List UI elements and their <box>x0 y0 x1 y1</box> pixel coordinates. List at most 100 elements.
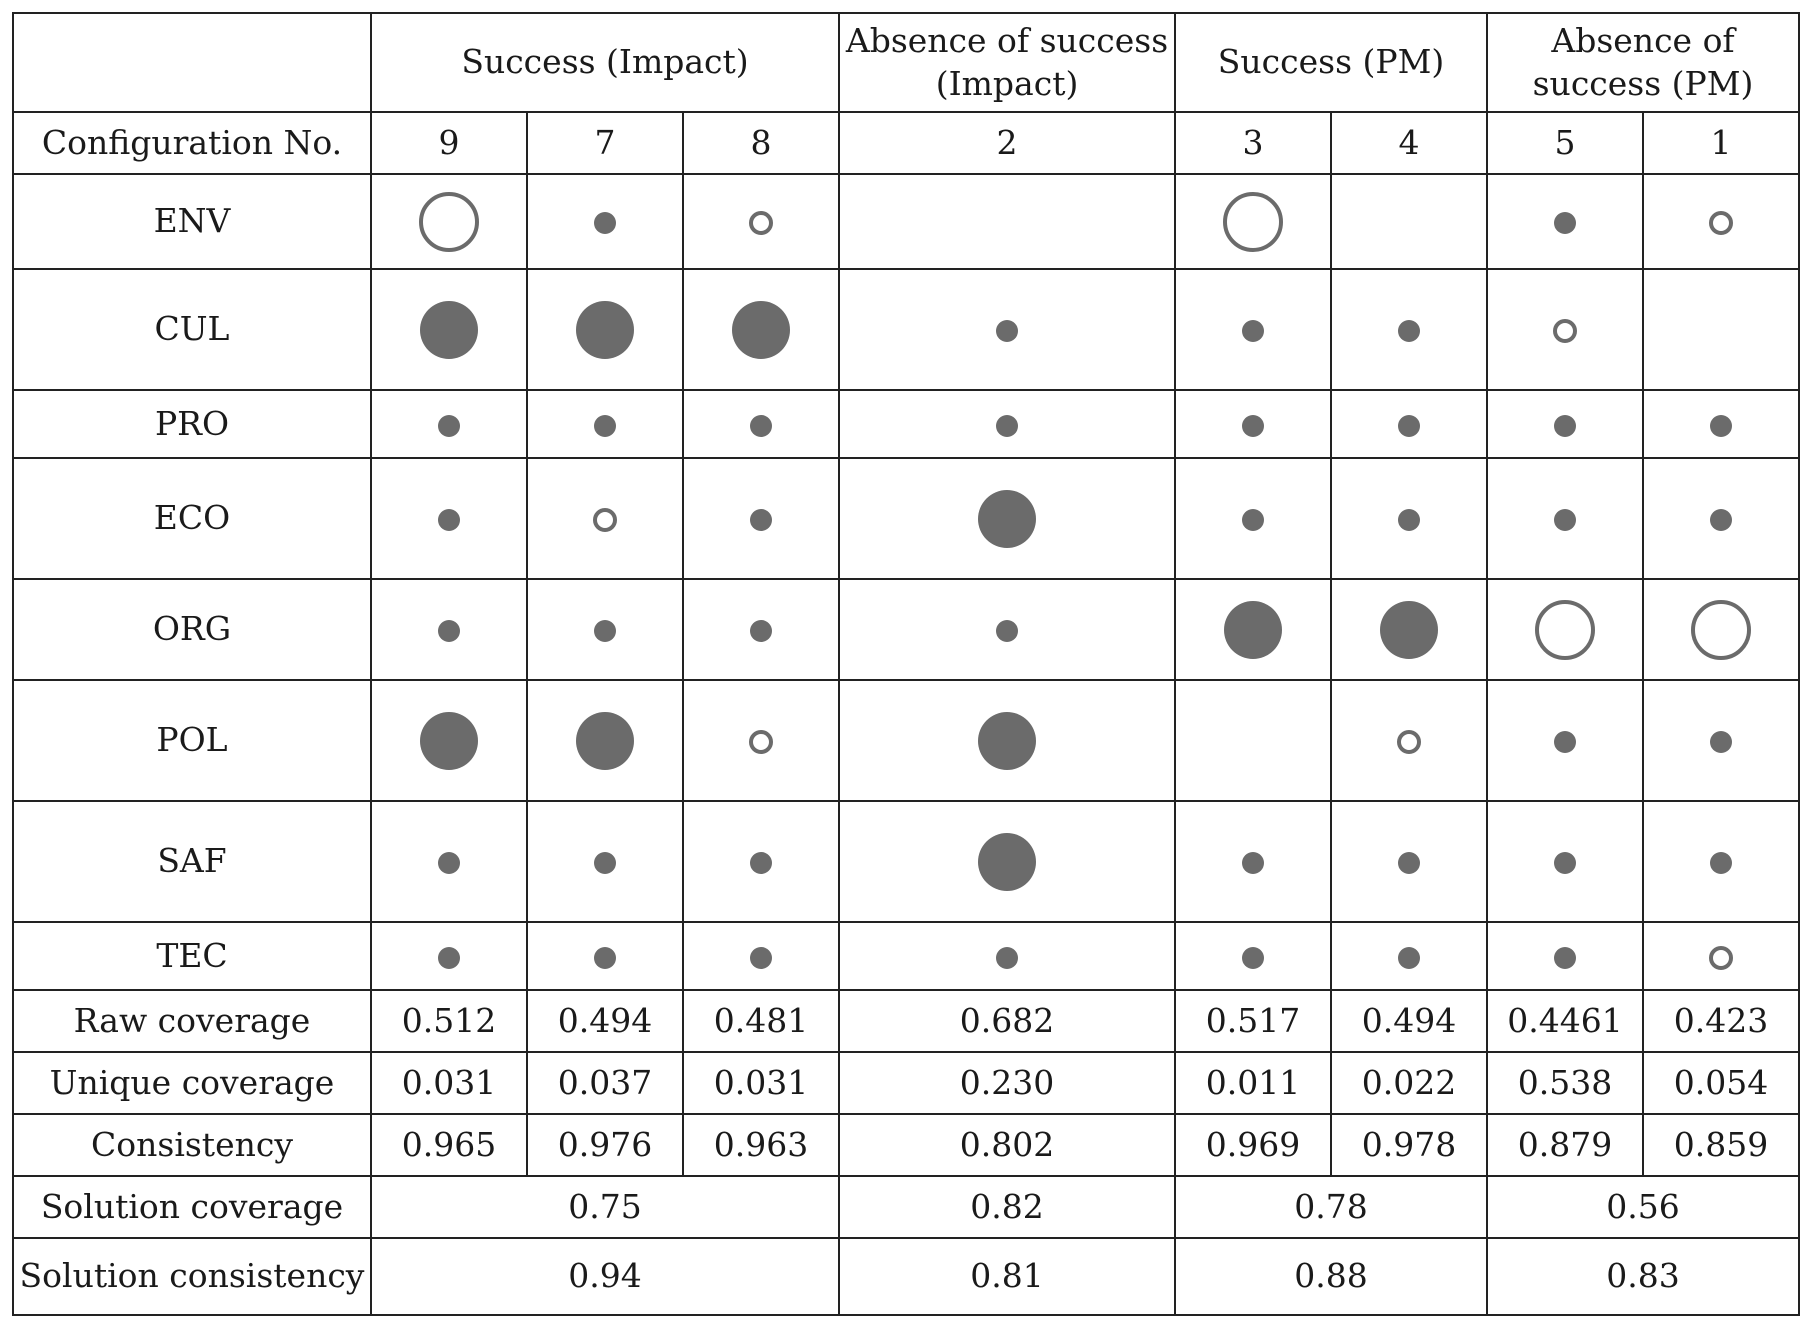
solution-row: Solution consistency 0.94 0.81 0.88 0.83 <box>12 1237 1801 1316</box>
metric-value: 0.963 <box>681 1113 841 1177</box>
condition-cell <box>1174 268 1333 391</box>
solution-value: 0.83 <box>1486 1237 1801 1316</box>
condition-row-cul: CUL <box>12 268 1801 391</box>
filled-small-circle-icon <box>1398 946 1421 969</box>
condition-label: ORG <box>12 578 372 681</box>
filled-small-circle-icon <box>1710 852 1733 875</box>
filled-small-circle-icon <box>438 852 460 875</box>
filled-small-circle-icon <box>1398 509 1421 532</box>
filled-small-circle-icon <box>1242 509 1265 532</box>
condition-cell <box>526 578 684 681</box>
metric-value: 0.4461 <box>1486 989 1645 1053</box>
condition-cell <box>1642 679 1801 802</box>
open-small-circle-icon <box>1397 730 1422 755</box>
group-header: Absence of success (Impact) <box>838 12 1177 113</box>
condition-cell <box>681 389 841 459</box>
filled-small-circle-icon <box>1398 320 1421 343</box>
condition-label: ENV <box>12 173 372 270</box>
filled-small-circle-icon <box>1242 946 1265 969</box>
condition-cell <box>370 578 528 681</box>
solution-value: 0.75 <box>369 1175 841 1239</box>
filled-small-circle-icon <box>594 414 616 437</box>
condition-cell <box>1486 268 1645 391</box>
filled-small-circle-icon <box>996 414 1019 437</box>
condition-cell <box>681 268 841 391</box>
condition-rows: ENV CUL PRO ECO ORG POL SAF TEC <box>12 173 1801 991</box>
condition-cell <box>838 921 1177 991</box>
solution-value: 0.81 <box>838 1237 1177 1316</box>
filled-large-circle-icon <box>1380 600 1439 659</box>
condition-cell <box>1174 389 1333 459</box>
condition-row-env: ENV <box>12 173 1801 270</box>
filled-large-circle-icon <box>576 300 634 359</box>
open-large-circle-icon <box>419 191 479 252</box>
condition-cell <box>1642 389 1801 459</box>
config-number: 4 <box>1330 111 1489 175</box>
filled-large-circle-icon <box>1224 600 1283 659</box>
condition-cell <box>1174 800 1333 923</box>
condition-cell <box>1174 921 1333 991</box>
filled-small-circle-icon <box>1554 509 1577 532</box>
solution-rows: Solution coverage 0.75 0.82 0.78 0.56 Solutio… <box>12 1175 1801 1316</box>
condition-cell <box>1330 800 1489 923</box>
filled-small-circle-icon <box>1242 320 1265 343</box>
condition-cell <box>370 389 528 459</box>
open-small-circle-icon <box>1553 319 1578 344</box>
condition-cell <box>681 173 841 270</box>
metric-value: 0.879 <box>1486 1113 1645 1177</box>
filled-large-circle-icon <box>978 711 1037 770</box>
metric-value: 0.512 <box>370 989 528 1053</box>
condition-cell <box>1330 679 1489 802</box>
open-small-circle-icon <box>593 508 617 533</box>
condition-cell <box>838 679 1177 802</box>
metric-value: 0.859 <box>1642 1113 1801 1177</box>
filled-small-circle-icon <box>1554 946 1577 969</box>
condition-cell <box>1486 800 1645 923</box>
filled-large-circle-icon <box>420 300 478 359</box>
condition-cell <box>1642 921 1801 991</box>
condition-cell <box>1174 457 1333 580</box>
filled-small-circle-icon <box>1710 509 1733 532</box>
condition-cell <box>370 173 528 270</box>
filled-small-circle-icon <box>594 946 616 969</box>
config-number: 7 <box>526 111 684 175</box>
condition-cell <box>838 173 1177 270</box>
filled-small-circle-icon <box>1242 852 1265 875</box>
metric-value: 0.011 <box>1174 1051 1333 1115</box>
metric-value: 0.517 <box>1174 989 1333 1053</box>
condition-cell <box>1486 457 1645 580</box>
condition-cell <box>370 268 528 391</box>
condition-cell <box>681 679 841 802</box>
filled-small-circle-icon <box>1554 731 1577 754</box>
filled-large-circle-icon <box>978 489 1037 548</box>
condition-label: TEC <box>12 921 372 991</box>
condition-cell <box>370 800 528 923</box>
condition-cell <box>1174 578 1333 681</box>
condition-cell <box>1174 173 1333 270</box>
condition-row-pro: PRO <box>12 389 1801 459</box>
group-header: Success (PM) <box>1174 12 1489 113</box>
condition-cell <box>1330 389 1489 459</box>
group-header: Absence of success (PM) <box>1486 12 1801 113</box>
solution-value: 0.56 <box>1486 1175 1801 1239</box>
metric-value: 0.031 <box>370 1051 528 1115</box>
config-number: 2 <box>838 111 1177 175</box>
condition-cell <box>1174 679 1333 802</box>
condition-cell <box>1486 578 1645 681</box>
condition-row-saf: SAF <box>12 800 1801 923</box>
condition-cell <box>1486 389 1645 459</box>
filled-small-circle-icon <box>438 946 460 969</box>
condition-cell <box>526 921 684 991</box>
condition-cell <box>1330 173 1489 270</box>
filled-small-circle-icon <box>750 946 773 969</box>
condition-row-pol: POL <box>12 679 1801 802</box>
condition-cell <box>838 268 1177 391</box>
metric-value: 0.031 <box>681 1051 841 1115</box>
condition-cell <box>526 173 684 270</box>
condition-row-org: ORG <box>12 578 1801 681</box>
filled-small-circle-icon <box>996 320 1019 343</box>
open-large-circle-icon <box>1691 599 1752 660</box>
metric-value: 0.802 <box>838 1113 1177 1177</box>
condition-label: ECO <box>12 457 372 580</box>
filled-small-circle-icon <box>438 509 460 532</box>
